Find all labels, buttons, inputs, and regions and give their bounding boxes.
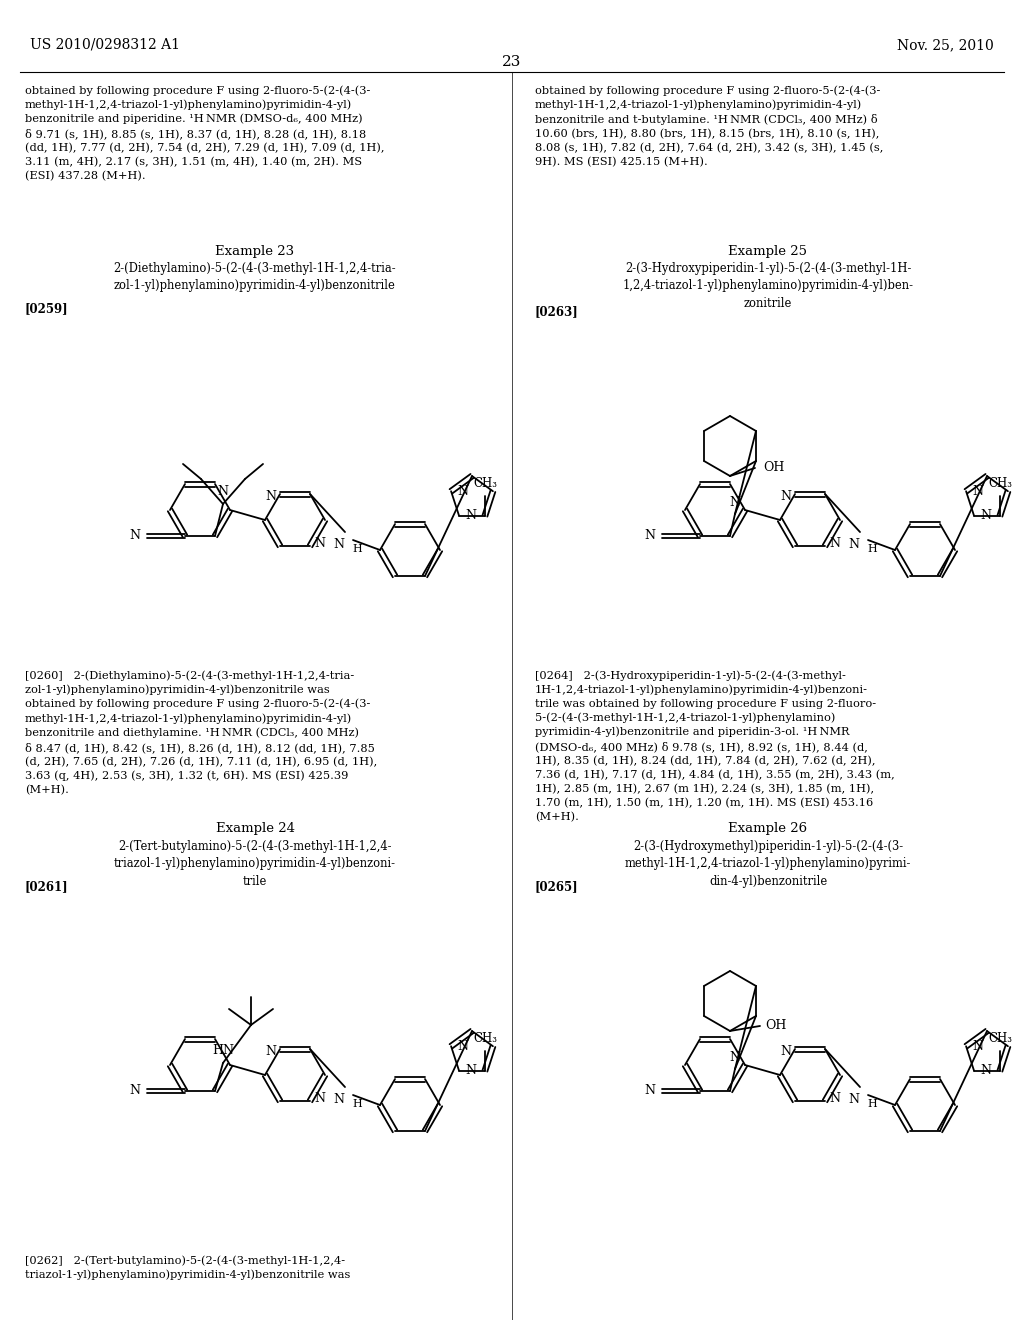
Text: N: N: [780, 490, 791, 503]
Text: 23: 23: [503, 55, 521, 69]
Text: [0263]: [0263]: [535, 305, 579, 318]
Text: N: N: [829, 537, 840, 550]
Text: H: H: [352, 544, 361, 554]
Text: [0259]: [0259]: [25, 302, 69, 315]
Text: CH₃: CH₃: [988, 477, 1012, 490]
Text: 2-(Tert-butylamino)-5-(2-(4-(3-methyl-1H-1,2,4-
triazol-1-yl)phenylamino)pyrimid: 2-(Tert-butylamino)-5-(2-(4-(3-methyl-1H…: [114, 840, 396, 888]
Text: CH₃: CH₃: [473, 1032, 497, 1045]
Text: CH₃: CH₃: [988, 1032, 1012, 1045]
Text: N: N: [729, 496, 740, 510]
Text: Nov. 25, 2010: Nov. 25, 2010: [897, 38, 994, 51]
Text: Example 25: Example 25: [728, 246, 808, 257]
Text: N: N: [980, 510, 991, 523]
Text: H: H: [867, 544, 877, 554]
Text: Example 23: Example 23: [215, 246, 295, 257]
Text: N: N: [972, 1040, 983, 1053]
Text: N: N: [265, 490, 276, 503]
Text: N: N: [644, 529, 655, 543]
Text: N: N: [457, 484, 468, 498]
Text: N: N: [334, 1093, 344, 1106]
Text: [0264]   2-(3-Hydroxypiperidin-1-yl)-5-(2-(4-(3-methyl-
1H-1,2,4-triazol-1-yl)ph: [0264] 2-(3-Hydroxypiperidin-1-yl)-5-(2-…: [535, 671, 895, 822]
Text: US 2010/0298312 A1: US 2010/0298312 A1: [30, 38, 180, 51]
Text: N: N: [334, 539, 344, 550]
Text: obtained by following procedure F using 2-fluoro-5-(2-(4-(3-
methyl-1H-1,2,4-tri: obtained by following procedure F using …: [25, 84, 384, 181]
Text: N: N: [457, 1040, 468, 1053]
Text: N: N: [780, 1044, 791, 1057]
Text: [0265]: [0265]: [535, 880, 579, 894]
Text: N: N: [129, 1085, 140, 1097]
Text: [0262]   2-(Tert-butylamino)-5-(2-(4-(3-methyl-1H-1,2,4-
triazol-1-yl)phenylamin: [0262] 2-(Tert-butylamino)-5-(2-(4-(3-me…: [25, 1255, 350, 1280]
Text: Example 24: Example 24: [215, 822, 295, 836]
Text: N: N: [314, 1093, 325, 1105]
Text: N: N: [729, 1051, 740, 1064]
Text: H: H: [352, 1100, 361, 1109]
Text: obtained by following procedure F using 2-fluoro-5-(2-(4-(3-
methyl-1H-1,2,4-tri: obtained by following procedure F using …: [535, 84, 884, 168]
Text: 2-(3-(Hydroxymethyl)piperidin-1-yl)-5-(2-(4-(3-
methyl-1H-1,2,4-triazol-1-yl)phe: 2-(3-(Hydroxymethyl)piperidin-1-yl)-5-(2…: [625, 840, 911, 888]
Text: N: N: [829, 1093, 840, 1105]
Text: N: N: [465, 510, 476, 523]
Text: CH₃: CH₃: [473, 477, 497, 490]
Text: N: N: [314, 537, 325, 550]
Text: N: N: [265, 1044, 276, 1057]
Text: HN: HN: [212, 1044, 234, 1057]
Text: OH: OH: [765, 1019, 786, 1032]
Text: N: N: [849, 1093, 859, 1106]
Text: N: N: [849, 539, 859, 550]
Text: N: N: [980, 1064, 991, 1077]
Text: OH: OH: [763, 462, 784, 474]
Text: 2-(3-Hydroxypiperidin-1-yl)-5-(2-(4-(3-methyl-1H-
1,2,4-triazol-1-yl)phenylamino: 2-(3-Hydroxypiperidin-1-yl)-5-(2-(4-(3-m…: [623, 261, 913, 310]
Text: [0261]: [0261]: [25, 880, 69, 894]
Text: H: H: [867, 1100, 877, 1109]
Text: N: N: [972, 484, 983, 498]
Text: N: N: [465, 1064, 476, 1077]
Text: [0260]   2-(Diethylamino)-5-(2-(4-(3-methyl-1H-1,2,4-tria-
zol-1-yl)phenylamino): [0260] 2-(Diethylamino)-5-(2-(4-(3-methy…: [25, 671, 377, 796]
Text: Example 26: Example 26: [728, 822, 808, 836]
Text: N: N: [644, 1085, 655, 1097]
Text: N: N: [217, 484, 228, 498]
Text: N: N: [129, 529, 140, 543]
Text: 2-(Diethylamino)-5-(2-(4-(3-methyl-1H-1,2,4-tria-
zol-1-yl)phenylamino)pyrimidin: 2-(Diethylamino)-5-(2-(4-(3-methyl-1H-1,…: [114, 261, 396, 293]
